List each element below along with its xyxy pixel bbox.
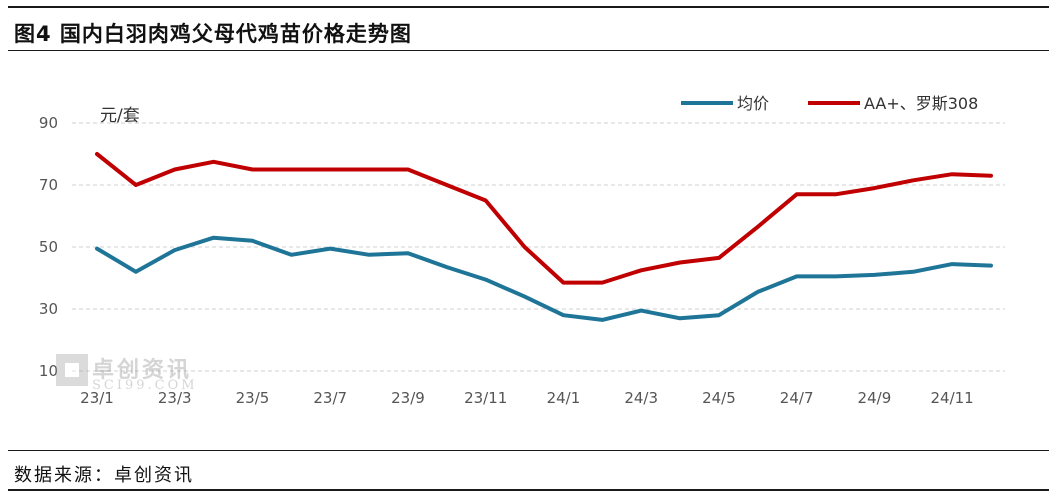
- y-tick-label: 50: [39, 238, 58, 256]
- x-tick-label: 24/3: [624, 389, 658, 407]
- x-tick-label: 23/5: [236, 389, 270, 407]
- bottom-rule: [8, 489, 1049, 491]
- data-source: 数据来源：卓创资讯: [14, 465, 194, 486]
- x-tick-label: 24/1: [547, 389, 581, 407]
- legend-label: 均价: [737, 94, 769, 113]
- y-tick-label: 70: [39, 176, 58, 194]
- x-tick-label: 23/11: [464, 389, 507, 407]
- x-tick-label: 23/1: [80, 389, 114, 407]
- legend-label: AA+、罗斯308: [864, 94, 978, 113]
- y-tick-label: 90: [39, 114, 58, 132]
- x-tick-label: 24/7: [780, 389, 814, 407]
- y-axis-tick-labels: 10 30 50 70 90: [39, 114, 58, 380]
- x-tick-label: 23/9: [391, 389, 425, 407]
- x-tick-label: 24/11: [931, 389, 974, 407]
- series-lines: [95, 152, 993, 322]
- x-axis-tick-labels: 23/1 23/3 23/5 23/7 23/9 23/11 24/1 24/3 24/5 24/…: [80, 389, 974, 407]
- series-line-1: [95, 235, 993, 322]
- top-rule: [8, 6, 1049, 8]
- line-chart: 10 30 50 70 90 23/1 23/3 23/5 23/7 23/9 23/11 24/1…: [39, 94, 1005, 407]
- x-tick-label: 23/3: [158, 389, 192, 407]
- y-axis-unit-label: 元/套: [100, 106, 140, 126]
- chart-legend: 均价 AA+、罗斯308: [681, 94, 978, 113]
- chart-title: 图4 国内白羽肉鸡父母代鸡苗价格走势图: [14, 22, 412, 46]
- y-tick-label: 30: [39, 300, 58, 318]
- source-rule: [8, 450, 1049, 451]
- x-tick-label: 24/9: [858, 389, 892, 407]
- series-line-2: [95, 152, 993, 285]
- y-tick-label: 10: [39, 362, 58, 380]
- gridlines: [72, 122, 1005, 372]
- x-tick-label: 23/7: [313, 389, 347, 407]
- x-tick-label: 24/5: [702, 389, 736, 407]
- title-rule: [8, 50, 1049, 51]
